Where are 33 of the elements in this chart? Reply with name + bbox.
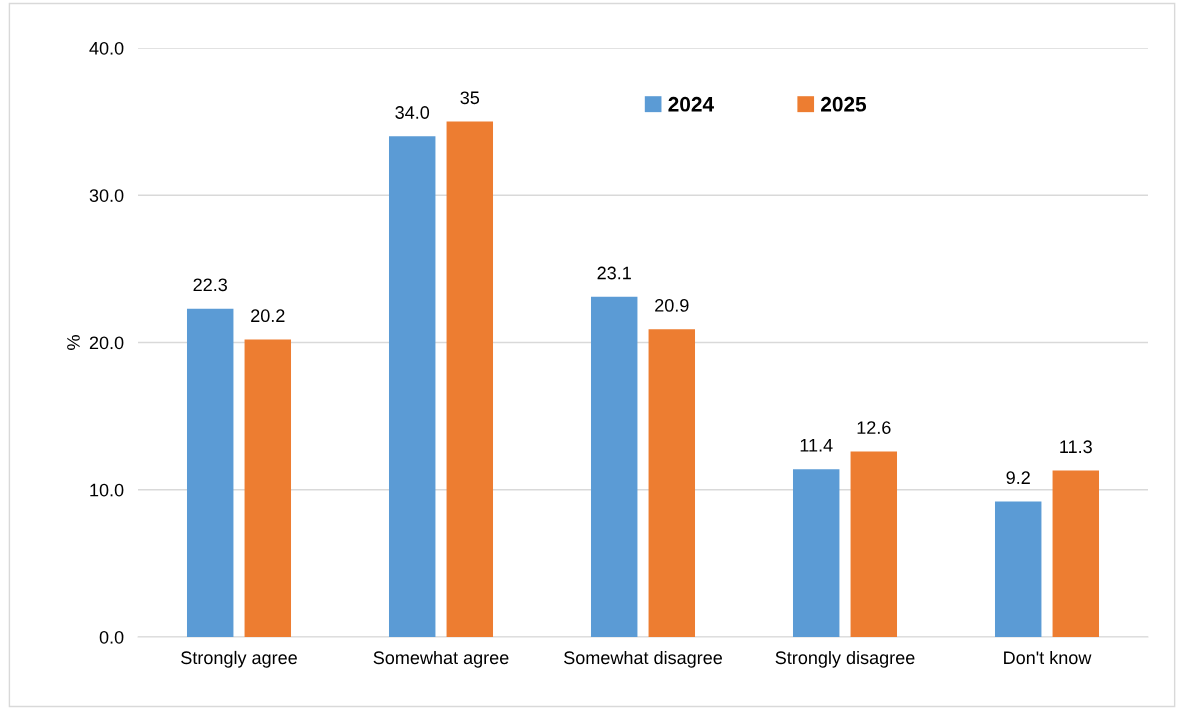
bar — [792, 469, 840, 637]
bar — [590, 296, 638, 637]
bar — [186, 308, 234, 637]
bar — [994, 501, 1042, 637]
y-tick-label: 10.0 — [90, 483, 124, 497]
bar — [388, 136, 436, 637]
bar — [244, 339, 292, 637]
data-label: 9.2 — [1006, 471, 1030, 485]
legend-label: 2025 — [821, 96, 867, 112]
data-label: 34.0 — [395, 106, 430, 119]
y-axis-title: % — [67, 335, 80, 350]
bar — [850, 451, 898, 637]
x-tick-label: Strongly agree — [181, 650, 297, 668]
y-tick-label: 20.0 — [89, 336, 124, 350]
x-tick-label: Somewhat agree — [373, 650, 509, 668]
x-tick-label: Somewhat disagree — [564, 650, 722, 668]
y-tick-label: 40.0 — [89, 41, 124, 55]
y-tick-label: 30.0 — [89, 189, 124, 202]
bar — [446, 121, 494, 637]
data-label: 20.2 — [251, 309, 285, 323]
bar — [648, 329, 696, 637]
legend-label: 2024 — [668, 96, 714, 112]
bar — [1052, 470, 1100, 637]
data-label: 20.9 — [655, 299, 689, 312]
data-label: 11.4 — [800, 439, 833, 452]
data-label: 11.3 — [1060, 440, 1092, 454]
x-tick-label: Strongly disagree — [775, 650, 915, 668]
data-label: 22.3 — [193, 278, 227, 292]
data-label: 35 — [460, 91, 480, 105]
y-tick-label: 0.0 — [99, 630, 124, 644]
x-tick-label: Don't know — [1004, 650, 1092, 665]
data-label: 23.1 — [597, 266, 631, 280]
data-label: 12.6 — [857, 421, 891, 435]
